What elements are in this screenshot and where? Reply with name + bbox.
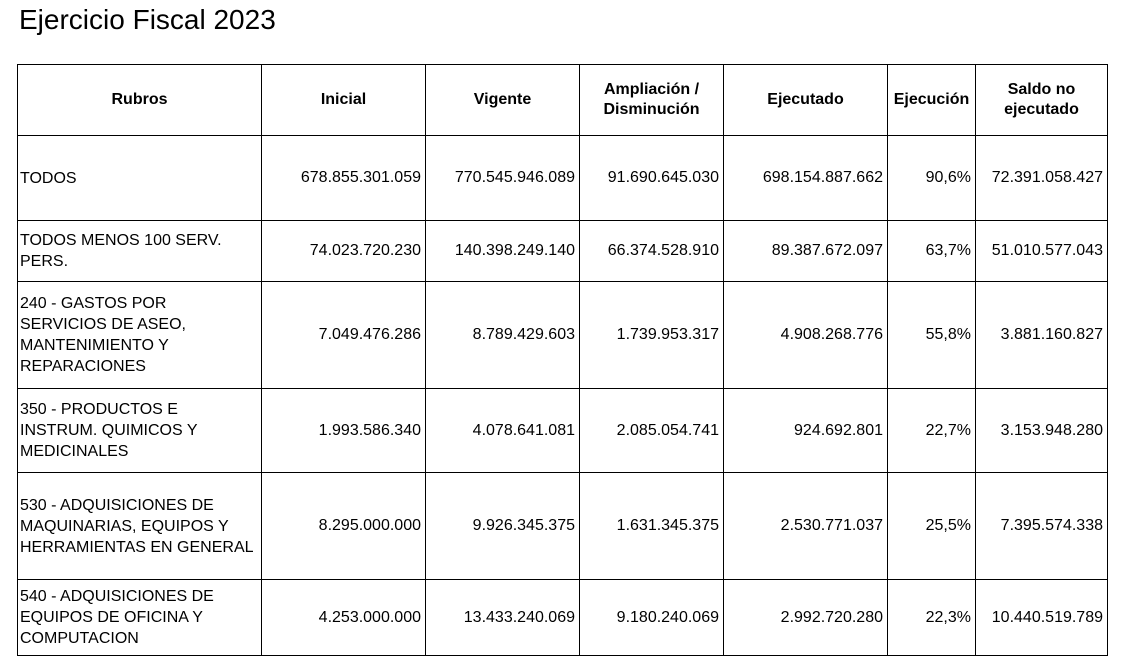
table-header-row: Rubros Inicial Vigente Ampliación / Dism… <box>17 64 1108 136</box>
cell-vigente: 140.398.249.140 <box>425 220 580 282</box>
table-row: 530 - ADQUISICIONES DE MAQUINARIAS, EQUI… <box>17 472 1108 580</box>
cell-vigente: 9.926.345.375 <box>425 472 580 580</box>
header-ejecutado: Ejecutado <box>723 64 888 136</box>
cell-inicial: 74.023.720.230 <box>261 220 426 282</box>
cell-ampliacion: 2.085.054.741 <box>579 388 724 473</box>
budget-table: Rubros Inicial Vigente Ampliación / Dism… <box>17 64 1108 656</box>
table-row: TODOS 678.855.301.059 770.545.946.089 91… <box>17 135 1108 221</box>
header-inicial: Inicial <box>261 64 426 136</box>
cell-ejecutado: 89.387.672.097 <box>723 220 888 282</box>
cell-saldo: 72.391.058.427 <box>975 135 1108 221</box>
page-title: Ejercicio Fiscal 2023 <box>19 4 276 35</box>
cell-ejecucion: 55,8% <box>887 281 976 389</box>
cell-rubro: 350 - PRODUCTOS E INSTRUM. QUIMICOS Y ME… <box>17 388 262 473</box>
cell-saldo: 10.440.519.789 <box>975 579 1108 656</box>
cell-ampliacion: 66.374.528.910 <box>579 220 724 282</box>
cell-ejecutado: 698.154.887.662 <box>723 135 888 221</box>
cell-saldo: 3.881.160.827 <box>975 281 1108 389</box>
cell-ejecucion: 63,7% <box>887 220 976 282</box>
table-row: 240 - GASTOS POR SERVICIOS DE ASEO, MANT… <box>17 281 1108 389</box>
cell-rubro: TODOS MENOS 100 SERV. PERS. <box>17 220 262 282</box>
cell-vigente: 4.078.641.081 <box>425 388 580 473</box>
cell-inicial: 678.855.301.059 <box>261 135 426 221</box>
table-row: 350 - PRODUCTOS E INSTRUM. QUIMICOS Y ME… <box>17 388 1108 473</box>
cell-inicial: 8.295.000.000 <box>261 472 426 580</box>
cell-vigente: 13.433.240.069 <box>425 579 580 656</box>
header-rubros: Rubros <box>17 64 262 136</box>
cell-vigente: 8.789.429.603 <box>425 281 580 389</box>
cell-ejecutado: 2.530.771.037 <box>723 472 888 580</box>
cell-saldo: 3.153.948.280 <box>975 388 1108 473</box>
cell-inicial: 1.993.586.340 <box>261 388 426 473</box>
cell-ampliacion: 91.690.645.030 <box>579 135 724 221</box>
table-row: TODOS MENOS 100 SERV. PERS. 74.023.720.2… <box>17 220 1108 282</box>
cell-rubro: 530 - ADQUISICIONES DE MAQUINARIAS, EQUI… <box>17 472 262 580</box>
cell-rubro: 540 - ADQUISICIONES DE EQUIPOS DE OFICIN… <box>17 579 262 656</box>
table-row: 540 - ADQUISICIONES DE EQUIPOS DE OFICIN… <box>17 579 1108 656</box>
cell-ejecucion: 22,3% <box>887 579 976 656</box>
header-ampliacion: Ampliación / Disminución <box>579 64 724 136</box>
cell-vigente: 770.545.946.089 <box>425 135 580 221</box>
cell-rubro: 240 - GASTOS POR SERVICIOS DE ASEO, MANT… <box>17 281 262 389</box>
cell-ampliacion: 9.180.240.069 <box>579 579 724 656</box>
header-ejecucion: Ejecución <box>887 64 976 136</box>
header-saldo: Saldo no ejecutado <box>975 64 1108 136</box>
cell-ejecucion: 90,6% <box>887 135 976 221</box>
cell-ejecucion: 25,5% <box>887 472 976 580</box>
cell-saldo: 7.395.574.338 <box>975 472 1108 580</box>
cell-ampliacion: 1.631.345.375 <box>579 472 724 580</box>
cell-ejecutado: 924.692.801 <box>723 388 888 473</box>
cell-ampliacion: 1.739.953.317 <box>579 281 724 389</box>
header-vigente: Vigente <box>425 64 580 136</box>
cell-rubro: TODOS <box>17 135 262 221</box>
cell-inicial: 7.049.476.286 <box>261 281 426 389</box>
cell-saldo: 51.010.577.043 <box>975 220 1108 282</box>
cell-ejecutado: 4.908.268.776 <box>723 281 888 389</box>
cell-inicial: 4.253.000.000 <box>261 579 426 656</box>
cell-ejecutado: 2.992.720.280 <box>723 579 888 656</box>
cell-ejecucion: 22,7% <box>887 388 976 473</box>
